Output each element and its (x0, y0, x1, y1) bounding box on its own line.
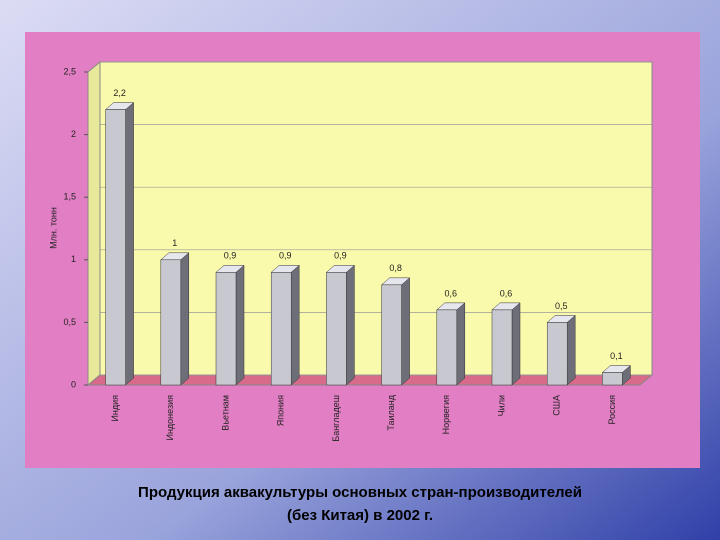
x-tick-label: Япония (276, 395, 286, 426)
y-axis-label: Млн. тонн (48, 207, 58, 249)
bar (105, 109, 126, 386)
value-label: 0,6 (445, 288, 458, 298)
x-tick-label: Россия (607, 395, 617, 425)
x-tick-label: США (552, 395, 562, 416)
bar-side (125, 102, 134, 386)
bar-side (511, 302, 521, 386)
bar-side (566, 314, 576, 386)
caption: (без Китая) в 2002 г. (287, 507, 433, 524)
bar (381, 284, 402, 386)
value-label: 0,8 (389, 263, 402, 273)
value-label: 0,5 (555, 301, 568, 311)
value-label: 1 (172, 238, 177, 248)
x-tick-label: Норвегия (441, 395, 451, 435)
bar (546, 322, 568, 386)
bar (491, 309, 513, 386)
bar (436, 309, 458, 386)
bar-side (180, 252, 190, 386)
y-tick-label: 2,5 (63, 66, 76, 76)
value-label: 0,9 (224, 251, 237, 261)
bar (326, 272, 347, 386)
bar (215, 272, 237, 386)
y-tick-label: 0 (71, 379, 76, 389)
value-label: 0,1 (610, 351, 623, 361)
bar (160, 259, 182, 386)
x-tick-label: Таиланд (386, 394, 396, 430)
bar (602, 372, 623, 386)
value-label: 2,2 (113, 88, 126, 98)
bar (270, 272, 292, 386)
y-tick-label: 0,5 (63, 317, 76, 327)
value-label: 0,9 (334, 251, 347, 261)
value-label: 0,6 (500, 288, 513, 298)
bar-side (346, 264, 355, 386)
value-label: 0,9 (279, 251, 292, 261)
bar-side (235, 264, 245, 386)
x-tick-label: Индонезия (165, 395, 175, 441)
x-tick-label: Чили (496, 395, 506, 416)
x-tick-label: Индия (110, 395, 120, 422)
bar-side (456, 302, 466, 386)
side-wall (87, 60, 101, 387)
y-tick-label: 2 (71, 129, 76, 139)
bar-side (401, 277, 410, 386)
x-tick-label: Вьетнам (220, 395, 230, 431)
y-tick-label: 1,5 (63, 192, 76, 202)
bar-side (290, 264, 300, 386)
caption: Продукция аквакультуры основных стран-пр… (138, 484, 582, 501)
y-tick-label: 1 (71, 254, 76, 264)
x-tick-label: Бангладеш (331, 395, 341, 442)
